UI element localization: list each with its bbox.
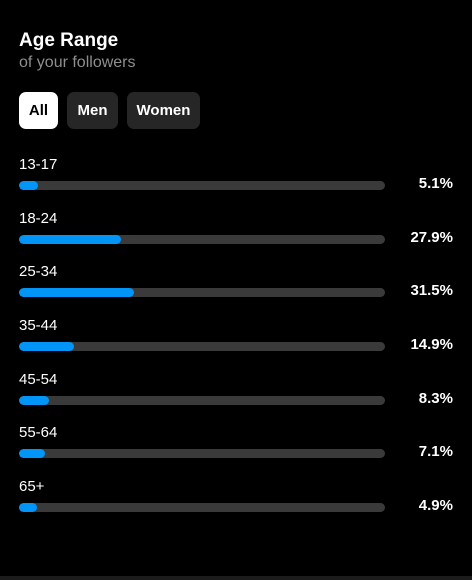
age-range-percent: 31.5% [410, 282, 453, 300]
age-range-label: 35-44 [19, 317, 58, 335]
filter-men-button[interactable]: Men [67, 92, 118, 129]
page-title: Age Range [19, 30, 119, 51]
progress-fill [19, 395, 50, 405]
progress-track [19, 449, 385, 459]
progress-fill [19, 449, 45, 459]
age-range-label: 45-54 [19, 370, 58, 388]
filter-women-button[interactable]: Women [127, 92, 200, 129]
age-range-label: 13-17 [19, 156, 58, 173]
progress-fill [19, 503, 37, 513]
age-range-row: 18-24 27.9% [19, 210, 453, 264]
age-range-label: 65+ [19, 478, 45, 496]
age-range-label: 55-64 [19, 424, 58, 442]
progress-track [19, 234, 385, 244]
age-range-row: 45-54 8.3% [19, 371, 453, 425]
progress-fill [19, 234, 122, 244]
age-range-percent: 8.3% [418, 389, 453, 407]
progress-track [19, 181, 385, 190]
age-range-row: 65+ 4.9% [19, 478, 453, 532]
page-subtitle: of your followers [19, 54, 136, 71]
progress-track [19, 288, 385, 298]
age-range-percent: 7.1% [418, 443, 453, 461]
age-range-percent: 4.9% [418, 497, 453, 515]
progress-fill [19, 342, 74, 352]
progress-fill [19, 181, 38, 190]
age-range-percent: 14.9% [410, 336, 453, 354]
section-header: Age Range of your followers [19, 29, 136, 73]
gender-filter-group: All Men Women [19, 92, 200, 129]
bottom-divider [0, 576, 472, 580]
age-range-label: 18-24 [19, 209, 58, 227]
age-range-percent: 27.9% [410, 228, 453, 246]
age-range-row: 55-64 7.1% [19, 424, 453, 478]
age-range-row: 35-44 14.9% [19, 317, 453, 371]
progress-track [19, 395, 385, 405]
age-range-percent: 5.1% [418, 175, 453, 192]
progress-fill [19, 288, 135, 298]
age-range-label: 25-34 [19, 263, 58, 281]
filter-all-button[interactable]: All [19, 92, 58, 129]
age-range-list: 13-17 5.1% 18-24 27.9% 25-34 31.5% 35-44… [19, 156, 453, 532]
age-range-row: 13-17 5.1% [19, 156, 453, 210]
progress-track [19, 503, 385, 513]
progress-track [19, 342, 385, 352]
age-range-row: 25-34 31.5% [19, 263, 453, 317]
